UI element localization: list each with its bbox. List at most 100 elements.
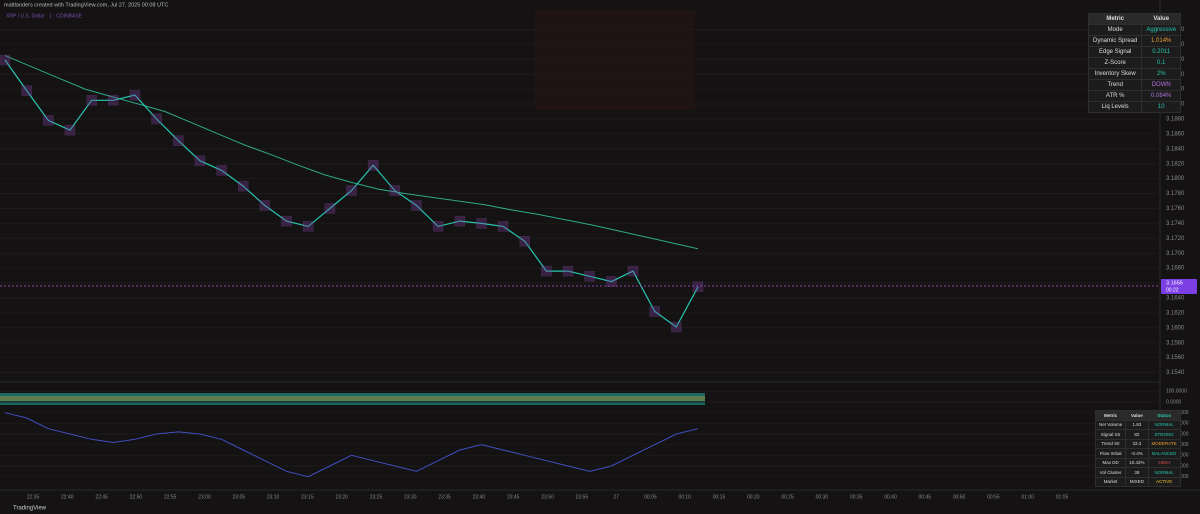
y-tick-label: 3.1640 <box>1166 296 1185 302</box>
table-row: Trend DOWN <box>1087 79 1182 91</box>
table-row: Metric Value Status <box>1094 410 1181 421</box>
candle-box <box>259 200 271 211</box>
y-tick-label: 3.1600 <box>1166 325 1185 331</box>
table-row: Signal Str 82 STRONG <box>1094 429 1181 440</box>
candle-box <box>562 265 574 277</box>
time-label: 23:25 <box>370 494 383 500</box>
table-cell: 1.014% <box>1141 35 1182 47</box>
table-cell: Trend Str <box>1094 438 1127 449</box>
table-cell: Max DD <box>1094 457 1127 468</box>
time-label: 23:35 <box>438 494 451 500</box>
table-cell: 82 <box>1125 429 1149 440</box>
candle-box <box>216 165 227 176</box>
table-row: Inventory Skew 2% <box>1087 68 1182 80</box>
candle-box <box>194 155 206 166</box>
countdown: 00:22 <box>1166 287 1179 293</box>
time-label: 00:35 <box>850 494 863 500</box>
table-cell: 10 <box>1141 101 1182 113</box>
table-cell: 38 <box>1125 467 1149 478</box>
time-label: 22:55 <box>164 494 177 500</box>
time-label: 00:30 <box>816 494 829 500</box>
table-cell: -0.4% <box>1125 448 1149 459</box>
candle-box <box>64 124 76 136</box>
table-row: Mode Aggressive <box>1087 24 1182 36</box>
table-cell: Vol Cluster <box>1094 467 1127 478</box>
footer-logo: TradingView <box>13 506 47 512</box>
candle-box <box>346 185 357 196</box>
table-cell: Value <box>1125 410 1149 421</box>
symbol: XRP / U.S. Dollar · 1 · COINBASE <box>6 13 83 19</box>
table-cell: Trend <box>1087 79 1143 91</box>
table-cell: NORMAL <box>1147 467 1181 478</box>
candle-box <box>497 221 509 232</box>
time-label: 23:40 <box>473 494 486 500</box>
time-label: 23:15 <box>301 494 314 500</box>
y-tick-label: 3.1820 <box>1166 161 1185 167</box>
y-tick-label: 3.1800 <box>1166 176 1185 182</box>
candle-box <box>237 180 249 192</box>
y-tick-label: 3.1840 <box>1166 146 1185 152</box>
time-label: 23:55 <box>576 494 589 500</box>
y-tick-label: 3.1700 <box>1166 251 1185 257</box>
table-cell: 10.42% <box>1125 457 1149 468</box>
table-cell: Liq Levels <box>1087 101 1143 113</box>
candle-box <box>21 85 32 96</box>
y-tick-label: 3.1540 <box>1166 370 1185 376</box>
y-tick-label: 3.1580 <box>1166 340 1185 346</box>
table-row: Vol Cluster 38 NORMAL <box>1094 467 1181 478</box>
table-cell: Net Volume <box>1094 419 1127 430</box>
table-row: Liq Levels 10 <box>1087 101 1182 113</box>
candle-box <box>86 95 97 106</box>
last-price-badge <box>1161 279 1197 295</box>
candle-box <box>281 215 292 227</box>
heat-zone <box>535 10 695 110</box>
table-cell: 0.084% <box>1141 90 1182 102</box>
table-cell: Metric <box>1087 13 1143 25</box>
y-tick-label: 3.1880 <box>1166 117 1185 123</box>
time-label: 01:00 <box>1021 494 1034 500</box>
time-label: 22:45 <box>95 494 108 500</box>
candle-box <box>129 89 141 101</box>
y-tick-label: 3.1760 <box>1166 206 1185 212</box>
table-row: Flow Imbal -0.4% BALANCED <box>1094 448 1181 459</box>
time-label: 00:45 <box>919 494 932 500</box>
table-cell: 2% <box>1141 68 1182 80</box>
table-cell: 0.1 <box>1141 57 1182 69</box>
y-tick-label: 0.0000 <box>1166 399 1182 405</box>
time-label: 23:20 <box>335 494 348 500</box>
candle-box <box>0 54 11 66</box>
table-cell: 33.3 <box>1125 438 1149 449</box>
price-line <box>4 59 699 328</box>
table-cell: Inventory Skew <box>1087 68 1143 80</box>
time-label: 23:10 <box>267 494 280 500</box>
time-label: 01:05 <box>1056 494 1069 500</box>
table-row: Edge Signal 0.2011 <box>1087 46 1182 58</box>
signal-strip <box>0 396 705 401</box>
table-cell: 1.83 <box>1125 419 1149 430</box>
y-tick-label: 3.1780 <box>1166 191 1185 197</box>
candle-box <box>454 215 466 227</box>
table-row: ATR % 0.084% <box>1087 90 1182 102</box>
candle-box <box>692 281 704 293</box>
y-tick-label: 3.1720 <box>1166 236 1185 242</box>
y-tick-label: 3.1740 <box>1166 221 1185 227</box>
time-label: 00:20 <box>747 494 760 500</box>
table-cell: Z-Score <box>1087 57 1143 69</box>
table-cell: HIGH <box>1147 457 1181 468</box>
table-row: Z-Score 0.1 <box>1087 57 1182 69</box>
y-tick-label: 3.1620 <box>1166 310 1185 316</box>
table-cell: Mode <box>1087 24 1143 36</box>
candle-box <box>476 218 487 229</box>
table-cell: Edge Signal <box>1087 46 1143 58</box>
time-label: 23:45 <box>507 494 520 500</box>
credit: mattlanders created with TradingView.com… <box>4 2 168 8</box>
time-label: 27 <box>613 494 619 500</box>
table-row: Trend Str 33.3 MODERATE <box>1094 438 1181 449</box>
candle-box <box>324 203 336 214</box>
table-row: Dynamic Spread 1.014% <box>1087 35 1182 47</box>
time-label: 00:10 <box>678 494 691 500</box>
table-cell: STRONG <box>1147 429 1181 440</box>
table-cell: Value <box>1141 13 1182 25</box>
table-cell: MODERATE <box>1147 438 1181 449</box>
table-cell: 0.2011 <box>1141 46 1182 58</box>
